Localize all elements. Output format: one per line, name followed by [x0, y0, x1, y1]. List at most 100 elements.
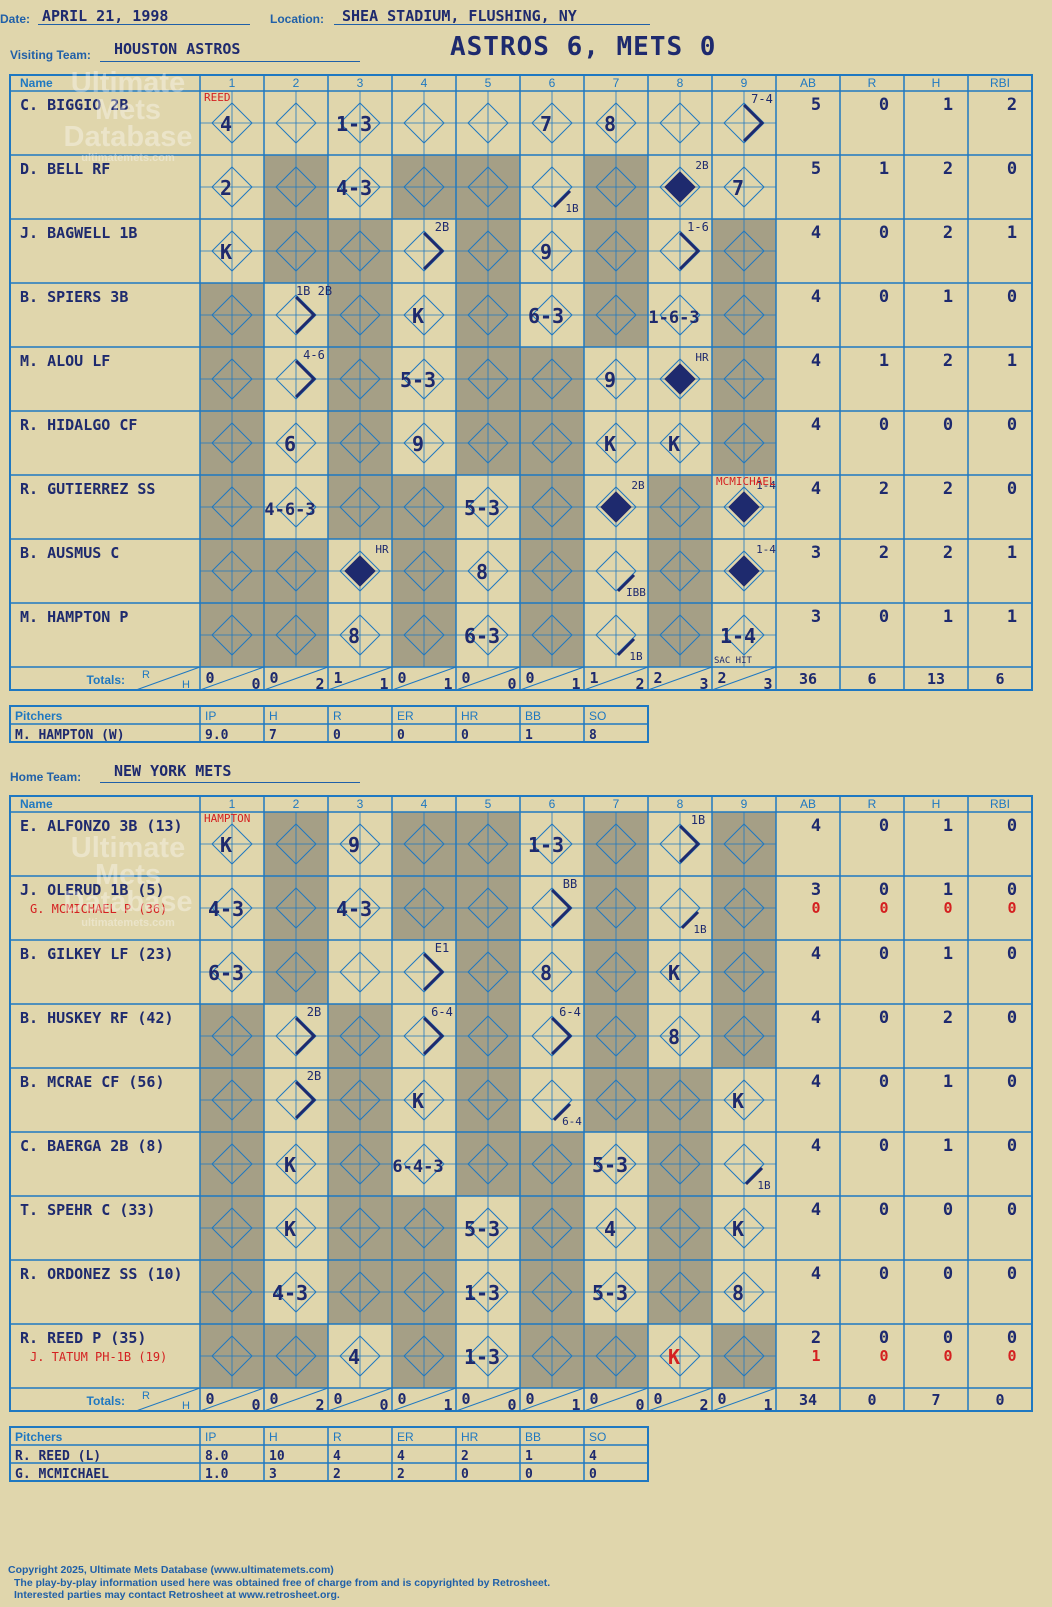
player-stat: 1	[943, 816, 953, 836]
total-stat: 7	[931, 1391, 940, 1409]
player-name: E. ALFONZO 3B (13)	[20, 817, 183, 835]
location-underline	[334, 24, 650, 25]
inning-runs: 1	[589, 669, 598, 687]
inning-header-2: 2	[293, 76, 300, 90]
inning-runs: 0	[589, 1390, 598, 1408]
player-stat: 1	[1007, 607, 1017, 627]
play-notation: 8	[668, 1025, 680, 1049]
pitchers-header: Pitchers	[15, 1430, 63, 1444]
inning-runs: 0	[397, 1390, 406, 1408]
play-notation: 6-3	[464, 624, 500, 648]
inning-header-8: 8	[677, 797, 684, 811]
score-title: ASTROS 6, METS 0	[450, 32, 717, 62]
play-notation: 6-3	[208, 961, 244, 985]
player-stat: 0	[1007, 816, 1017, 836]
inning-runs: 0	[397, 669, 406, 687]
pitchers-header: HR	[461, 1430, 479, 1444]
inning-hits: 1	[443, 675, 452, 693]
pitcher-stat: 0	[525, 1467, 533, 1482]
player-stat: 3	[811, 880, 821, 900]
total-stat: 6	[867, 670, 876, 688]
pitchers-header: ER	[397, 1430, 414, 1444]
inning-hits: 1	[571, 1396, 580, 1414]
play-notation: 9	[540, 240, 552, 264]
inning-runs: 2	[717, 669, 726, 687]
pitcher-stat: 2	[333, 1467, 341, 1482]
inning-hits: 2	[635, 675, 644, 693]
single-basepath	[616, 637, 636, 657]
player-stat: 4	[811, 816, 821, 836]
pitchers-header: BB	[525, 709, 541, 723]
totals-runs-key: R	[142, 669, 150, 681]
totals-runs-key: R	[142, 1390, 150, 1402]
footer-retrosheet-note: The play-by-play information used here w…	[14, 1577, 551, 1589]
play-notation: 1B	[691, 813, 705, 827]
pitcher-stat: 8	[589, 728, 597, 743]
player-stat: 4	[811, 287, 821, 307]
pitcher-name: R. REED (L)	[15, 1449, 101, 1464]
player-stat: 4	[811, 1136, 821, 1156]
basepath-advance	[422, 952, 445, 992]
play-notation: 6-3	[528, 304, 564, 328]
name-column-header: Name	[20, 797, 53, 811]
watermark-logo-top: Ultimate Mets Database ultimatemets.com	[63, 67, 193, 165]
play-notation: 1-3	[336, 112, 372, 136]
inning-header-5: 5	[485, 76, 492, 90]
pitchers-header: H	[269, 709, 278, 723]
player-stat: 2	[879, 543, 889, 563]
total-stat: 36	[799, 670, 817, 688]
substitute-stat: 0	[943, 1347, 952, 1365]
inning-rh-divider	[711, 1387, 777, 1412]
player-stat: 0	[1007, 880, 1017, 900]
run-scored-diamond	[344, 555, 376, 587]
player-stat: 0	[1007, 159, 1017, 179]
substitute-name: G. MCMICHAEL P (36)	[30, 902, 167, 916]
player-stat: 0	[879, 415, 889, 435]
pitchers-header: IP	[205, 709, 216, 723]
footer-copyright: Copyright 2025, Ultimate Mets Database (…	[8, 1564, 334, 1576]
player-stat: 0	[879, 816, 889, 836]
play-notation: 5-3	[592, 1281, 628, 1305]
inning-runs: 0	[269, 669, 278, 687]
play-notation: HR	[375, 543, 389, 556]
pitcher-change-note: HAMPTON	[204, 812, 250, 825]
player-stat: 1	[1007, 351, 1017, 371]
total-stat: 0	[867, 1391, 876, 1409]
play-notation: 8	[476, 560, 488, 584]
stat-header-r: R	[868, 797, 877, 811]
single-basepath	[616, 573, 636, 593]
player-stat: 0	[879, 1136, 889, 1156]
pitchers-border	[9, 1426, 649, 1482]
inning-hits: 2	[315, 1396, 324, 1414]
inning-header-5: 5	[485, 797, 492, 811]
player-stat: 0	[943, 1200, 953, 1220]
play-notation: 1B	[629, 650, 643, 663]
player-name: R. REED P (35)	[20, 1329, 146, 1347]
inning-runs: 0	[269, 1390, 278, 1408]
play-notation: 6-4	[559, 1005, 581, 1019]
totals-hits-key: H	[182, 1400, 190, 1412]
player-stat: 0	[879, 1008, 889, 1028]
inning-hits: 2	[315, 675, 324, 693]
pitchers-header: Pitchers	[15, 709, 63, 723]
inning-hits: 1	[763, 1396, 772, 1414]
player-stat: 1	[943, 944, 953, 964]
inning-header-3: 3	[357, 76, 364, 90]
run-scored-diamond	[600, 491, 632, 523]
single-basepath	[552, 1102, 572, 1122]
play-notation: 1B 2B	[296, 284, 332, 298]
substitute-stat: 1	[811, 1347, 820, 1365]
inning-runs: 0	[333, 1390, 342, 1408]
play-notation: 6	[284, 432, 296, 456]
inning-runs: 0	[717, 1390, 726, 1408]
pitcher-stat: 1	[525, 728, 533, 743]
play-notation: 1-6	[687, 220, 709, 234]
inning-rh-divider	[711, 666, 777, 691]
name-column-header: Name	[20, 76, 53, 90]
player-stat: 0	[1007, 1136, 1017, 1156]
play-notation: 4-3	[272, 1281, 308, 1305]
player-stat: 0	[1007, 479, 1017, 499]
inning-hits: 0	[379, 1396, 388, 1414]
pitcher-stat: 0	[461, 1467, 469, 1482]
substitute-name: J. TATUM PH-1B (19)	[30, 1350, 167, 1364]
